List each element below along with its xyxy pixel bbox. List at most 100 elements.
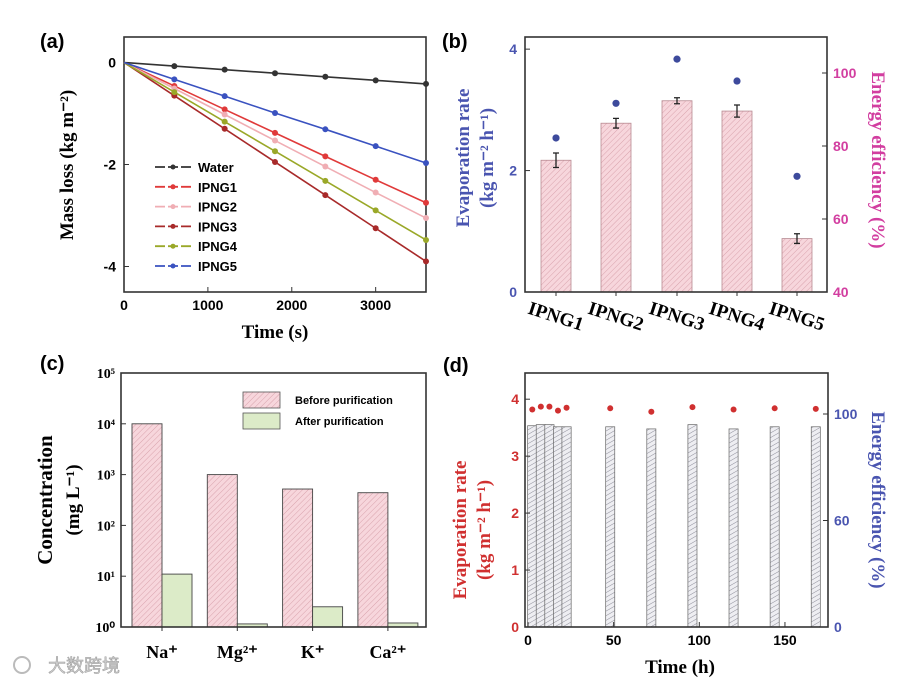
efficiency-bar	[544, 424, 555, 628]
category-label-ipng2: IPNG2	[585, 298, 646, 336]
y-tick-label-right-d: 0	[834, 619, 842, 635]
data-point-ipng5	[322, 126, 329, 133]
data-point-ipng5	[423, 159, 429, 166]
bar-before-3	[357, 492, 389, 628]
legend-swatch-c	[242, 391, 281, 409]
data-point-ipng4	[221, 118, 228, 125]
data-point-ipng2	[423, 215, 429, 222]
legend-marker	[170, 243, 176, 249]
data-point-ipng1	[272, 129, 278, 136]
legend-label-ipng1: IPNG1	[198, 180, 237, 195]
bar-ipng3	[661, 100, 693, 293]
x-tick-label-a: 1000	[192, 297, 223, 313]
legend-label-ipng2: IPNG2	[198, 200, 237, 215]
watermark-logo-icon	[13, 656, 31, 674]
y-axis-title-a: Mass loss (kg m⁻²)	[57, 90, 78, 240]
category-label-c: Na⁺	[146, 642, 178, 662]
efficiency-bar	[810, 426, 821, 628]
y-tick-label-right-b: 60	[833, 211, 849, 227]
y-tick-label-left-d: 4	[511, 391, 519, 407]
y-tick-label-left-d: 2	[511, 505, 519, 521]
efficiency-bar	[646, 428, 657, 628]
evaporation-point	[648, 408, 655, 415]
data-point-water	[221, 66, 228, 73]
x-tick-label-d: 100	[688, 632, 712, 648]
error-bar	[613, 117, 619, 129]
x-tick-label-d: 50	[606, 632, 622, 648]
data-point-ipng4	[423, 236, 429, 243]
bar-after-0	[161, 573, 193, 628]
efficiency-point-ipng4	[733, 77, 741, 85]
efficiency-point-ipng1	[552, 134, 560, 142]
data-point-ipng2	[322, 163, 329, 170]
evaporation-point	[546, 403, 553, 410]
efficiency-bar	[687, 424, 698, 628]
legend-label-c: Before purification	[295, 395, 393, 407]
bar-ipng1	[540, 159, 572, 293]
data-point-ipng5	[221, 93, 228, 100]
x-tick-label-d: 0	[524, 632, 532, 648]
data-point-ipng5	[272, 109, 278, 116]
efficiency-bar	[605, 426, 616, 628]
data-point-water	[423, 80, 429, 87]
evaporation-point	[607, 405, 614, 412]
y-tick-label-left-b: 2	[509, 163, 517, 179]
error-bar	[794, 233, 800, 245]
y-tick-label-c: 10³	[97, 469, 115, 484]
legend-label-ipng4: IPNG4	[198, 239, 238, 254]
y-tick-label-c: 10¹	[97, 570, 115, 585]
y-tick-label-left-d: 0	[511, 619, 519, 635]
category-label-ipng5: IPNG5	[766, 298, 827, 336]
y-axis-title-right-b: Energy efficiency (%)	[867, 71, 888, 248]
data-point-water	[272, 70, 278, 77]
data-point-ipng1	[322, 153, 329, 160]
category-label-c: Mg²⁺	[217, 642, 258, 662]
data-point-ipng1	[221, 106, 228, 113]
category-label-c: Ca²⁺	[369, 642, 406, 662]
error-bar	[734, 104, 740, 118]
category-label-ipng4: IPNG4	[706, 298, 767, 336]
bar-ipng2	[600, 122, 632, 293]
bar-before-0	[131, 423, 163, 628]
data-point-ipng3	[423, 258, 429, 265]
legend-label-ipng3: IPNG3	[198, 219, 237, 234]
data-point-ipng3	[221, 125, 228, 132]
y-tick-label-right-b: 80	[833, 138, 849, 154]
panel-label-d: (d)	[443, 355, 469, 377]
legend-label-c: After purification	[295, 416, 384, 428]
watermark: 大数跨境	[48, 656, 120, 676]
efficiency-bar	[769, 426, 780, 628]
efficiency-bar	[535, 424, 546, 628]
legend-marker	[170, 204, 176, 210]
plot-frame-d	[524, 372, 829, 628]
evaporation-point	[554, 407, 561, 414]
y-tick-label-right-d: 100	[834, 406, 858, 422]
bar-ipng5	[781, 238, 813, 293]
legend-marker	[170, 164, 176, 170]
category-label-ipng3: IPNG3	[646, 298, 707, 336]
evaporation-point	[563, 404, 570, 411]
plot-frame-b	[524, 36, 828, 293]
x-tick-label-d: 150	[773, 632, 797, 648]
y-axis-unit-left-d: (kg m⁻² h⁻¹)	[474, 480, 495, 580]
y-axis-unit-c: (mg L⁻¹)	[63, 464, 84, 535]
bar-before-2	[282, 488, 314, 628]
panel-label-c: (c)	[40, 353, 64, 375]
evaporation-point	[730, 406, 737, 413]
efficiency-bar	[553, 426, 563, 628]
evaporation-point	[812, 405, 819, 412]
efficiency-bar	[728, 428, 739, 628]
category-label-c: K⁺	[301, 642, 325, 662]
data-point-ipng5	[171, 76, 178, 83]
y-axis-title-left-b: Evaporation rate	[453, 89, 474, 228]
evaporation-point	[537, 403, 544, 410]
bar-before-1	[206, 474, 238, 628]
data-point-ipng2	[221, 111, 228, 118]
data-point-ipng2	[272, 137, 278, 144]
x-axis-title-a: Time (s)	[242, 322, 309, 343]
panel-label-a: (a)	[40, 31, 64, 53]
x-tick-label-a: 3000	[360, 297, 391, 313]
efficiency-bar	[561, 426, 572, 628]
legend-swatch-c	[242, 412, 281, 430]
